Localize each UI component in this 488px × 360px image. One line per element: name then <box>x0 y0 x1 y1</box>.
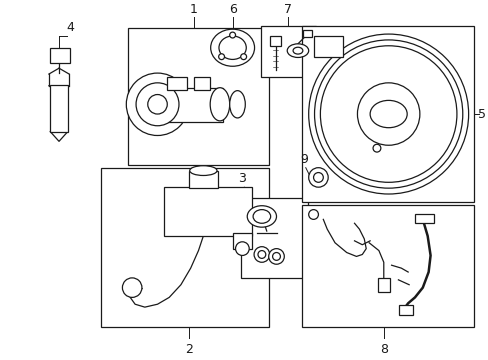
Circle shape <box>308 210 318 219</box>
Circle shape <box>357 83 419 145</box>
Bar <box>377 278 389 292</box>
Ellipse shape <box>253 210 270 223</box>
Bar <box>188 171 218 188</box>
Circle shape <box>308 34 468 194</box>
Ellipse shape <box>210 88 229 121</box>
Ellipse shape <box>189 166 217 175</box>
Bar <box>301 205 473 327</box>
Circle shape <box>126 73 188 135</box>
Text: 6: 6 <box>228 3 236 15</box>
Circle shape <box>240 54 246 60</box>
Bar <box>301 26 473 202</box>
Text: 9: 9 <box>299 153 307 166</box>
Circle shape <box>313 172 323 182</box>
Bar <box>193 77 210 90</box>
Ellipse shape <box>229 91 245 118</box>
Bar <box>101 168 268 327</box>
Circle shape <box>272 252 280 260</box>
Circle shape <box>258 251 265 258</box>
Bar <box>313 36 342 58</box>
Ellipse shape <box>247 206 276 227</box>
Bar <box>269 36 281 46</box>
Bar <box>167 77 186 90</box>
Circle shape <box>136 83 179 126</box>
Text: 3: 3 <box>238 172 246 185</box>
Bar <box>232 233 252 249</box>
Bar <box>241 198 307 278</box>
Bar <box>414 213 434 223</box>
Ellipse shape <box>292 47 302 54</box>
Text: 1: 1 <box>189 3 197 15</box>
Bar <box>154 88 223 122</box>
Text: 4: 4 <box>67 21 75 34</box>
Circle shape <box>320 46 456 182</box>
Circle shape <box>147 95 167 114</box>
Circle shape <box>218 54 224 60</box>
Circle shape <box>372 144 380 152</box>
Circle shape <box>122 278 142 297</box>
Circle shape <box>314 40 462 188</box>
Circle shape <box>268 249 284 264</box>
Circle shape <box>308 168 327 187</box>
Bar <box>302 30 311 37</box>
Ellipse shape <box>210 29 254 66</box>
Bar <box>50 85 68 132</box>
Text: 8: 8 <box>379 343 387 356</box>
Circle shape <box>235 242 249 256</box>
Text: 2: 2 <box>184 343 192 356</box>
Bar <box>50 48 70 63</box>
Text: 7: 7 <box>284 3 292 15</box>
Text: 5: 5 <box>477 108 486 121</box>
Bar <box>164 187 252 236</box>
Bar <box>128 28 268 165</box>
Circle shape <box>254 247 269 262</box>
Ellipse shape <box>286 44 308 58</box>
Ellipse shape <box>219 36 246 59</box>
Ellipse shape <box>369 100 407 128</box>
Bar <box>261 26 315 77</box>
Circle shape <box>229 32 235 38</box>
Bar <box>399 305 412 315</box>
